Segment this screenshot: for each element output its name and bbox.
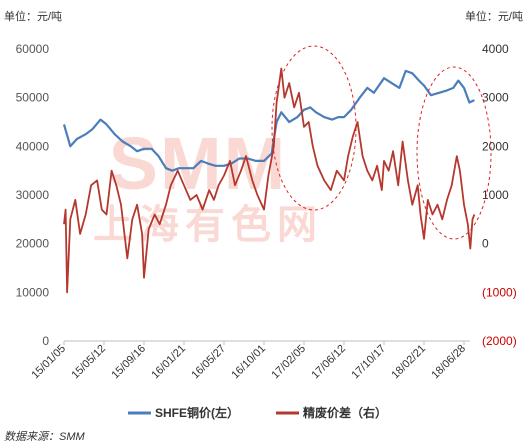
source-note: 数据来源：SMM bbox=[4, 430, 85, 443]
legend-label-copper: SHFE铜价(左） bbox=[155, 405, 239, 420]
left-unit-label: 单位：元/吨 bbox=[4, 9, 62, 23]
right-unit-label: 单位：元/吨 bbox=[465, 9, 523, 23]
series-line-copper-price bbox=[62, 69, 475, 172]
right-tick-label: 1000 bbox=[482, 188, 509, 202]
left-tick-label: 30000 bbox=[16, 188, 50, 202]
left-tick-label: 50000 bbox=[16, 91, 50, 105]
x-tick-label: 17/10/17 bbox=[349, 343, 388, 382]
right-tick-label: 4000 bbox=[482, 42, 509, 56]
series-layer bbox=[62, 67, 476, 294]
x-tick-label: 15/09/16 bbox=[109, 343, 148, 382]
watermark-cn: 上海有色网 bbox=[93, 203, 323, 247]
right-tick-label: 0 bbox=[482, 237, 489, 251]
highlight-ellipse-1 bbox=[271, 45, 357, 211]
x-tick-label: 16/01/21 bbox=[149, 343, 188, 382]
x-tick-label: 17/06/12 bbox=[309, 343, 348, 382]
right-tick-label: (2000) bbox=[482, 334, 517, 348]
x-tick-label: 16/10/01 bbox=[229, 343, 268, 382]
right-tick-label: 3000 bbox=[482, 91, 509, 105]
x-axis: 15/01/05 15/05/12 15/09/16 16/01/21 16/05/27… bbox=[29, 341, 468, 381]
left-tick-label: 10000 bbox=[16, 285, 50, 299]
legend: SHFE铜价(左） 精废价差（右） bbox=[128, 405, 387, 420]
x-tick-label: 18/02/21 bbox=[389, 343, 428, 382]
right-y-axis: (2000) (1000) 0 1000 2000 3000 4000 bbox=[482, 42, 517, 348]
left-tick-label: 20000 bbox=[16, 237, 50, 251]
legend-label-spread: 精废价差（右） bbox=[303, 405, 387, 420]
x-tick-label: 15/01/05 bbox=[29, 343, 68, 382]
left-tick-label: 60000 bbox=[16, 42, 50, 56]
x-tick-label: 17/02/05 bbox=[269, 343, 308, 382]
left-tick-label: 0 bbox=[42, 334, 49, 348]
watermark: SMM 上海有色网 bbox=[93, 122, 323, 247]
right-tick-label: (1000) bbox=[482, 285, 517, 299]
right-tick-label: 2000 bbox=[482, 139, 509, 153]
x-tick-label: 16/05/27 bbox=[189, 343, 228, 382]
left-y-axis: 0 10000 20000 30000 40000 50000 60000 bbox=[16, 42, 50, 348]
highlight-ellipse-2 bbox=[416, 66, 492, 240]
x-tick-label: 15/05/12 bbox=[69, 343, 108, 382]
left-tick-label: 40000 bbox=[16, 139, 50, 153]
x-tick-label: 18/06/28 bbox=[429, 343, 468, 382]
series-line-price-spread bbox=[63, 67, 476, 294]
